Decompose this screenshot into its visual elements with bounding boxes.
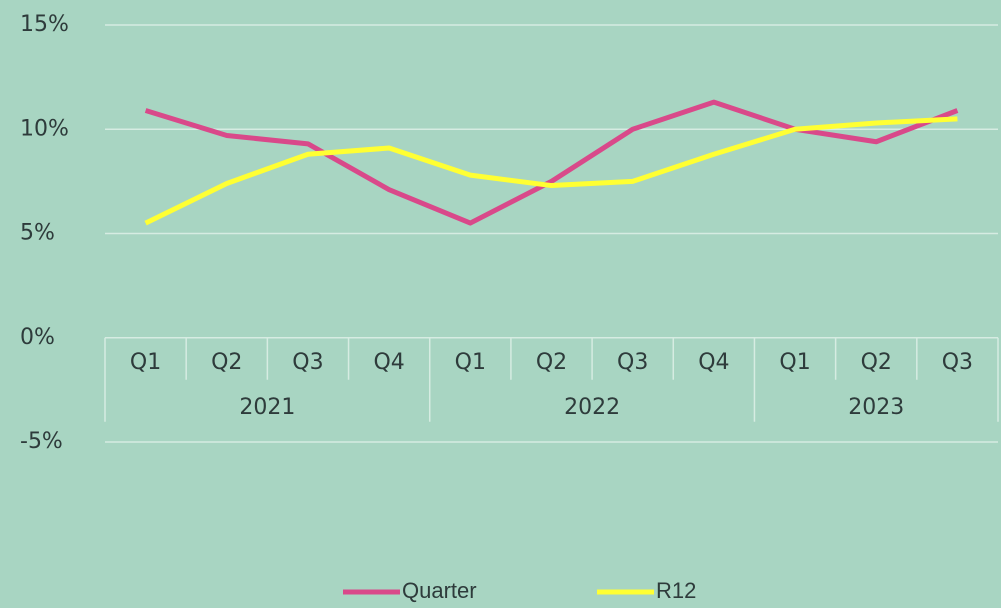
x-tick-label: Q4 <box>373 350 404 375</box>
x-tick-label: Q2 <box>536 350 567 375</box>
y-tick-label: 15% <box>20 12 69 37</box>
y-tick-label: -5% <box>20 429 63 454</box>
legend-label: Quarter <box>402 578 477 603</box>
y-tick-label: 10% <box>20 116 69 141</box>
x-tick-label: Q1 <box>455 350 486 375</box>
x-group-label: 2023 <box>848 395 904 420</box>
x-tick-label: Q2 <box>861 350 892 375</box>
series-line <box>144 116 958 226</box>
x-tick-label: Q3 <box>942 350 973 375</box>
series-line <box>144 99 959 226</box>
x-group-label: 2021 <box>239 395 295 420</box>
x-tick-label: Q2 <box>211 350 242 375</box>
x-tick-label: Q3 <box>292 350 323 375</box>
x-tick-label: Q3 <box>617 350 648 375</box>
x-tick-label: Q4 <box>698 350 729 375</box>
y-tick-label: 5% <box>20 221 55 246</box>
x-tick-label: Q1 <box>130 350 161 375</box>
x-tick-label: Q1 <box>779 350 810 375</box>
x-group-label: 2022 <box>564 395 620 420</box>
legend-label: R12 <box>656 578 696 603</box>
y-tick-label: 0% <box>20 325 55 350</box>
